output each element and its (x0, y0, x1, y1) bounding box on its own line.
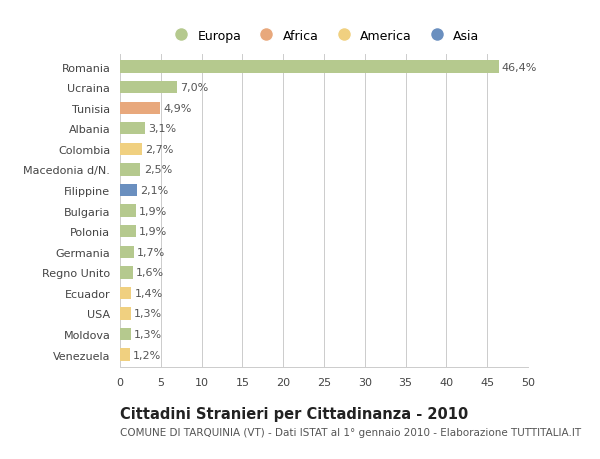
Text: 1,3%: 1,3% (134, 330, 162, 339)
Bar (120, 225, 136, 238)
Text: 2,1%: 2,1% (140, 185, 169, 196)
Bar (120, 287, 131, 299)
Bar (120, 143, 142, 156)
Text: 1,9%: 1,9% (139, 206, 167, 216)
Text: 7,0%: 7,0% (181, 83, 209, 93)
Text: Cittadini Stranieri per Cittadinanza - 2010: Cittadini Stranieri per Cittadinanza - 2… (120, 406, 468, 421)
Bar (120, 349, 130, 361)
Bar (120, 205, 136, 217)
Text: 1,6%: 1,6% (136, 268, 164, 278)
Bar (120, 82, 177, 94)
Bar (120, 246, 134, 258)
Text: 1,7%: 1,7% (137, 247, 166, 257)
Text: COMUNE DI TARQUINIA (VT) - Dati ISTAT al 1° gennaio 2010 - Elaborazione TUTTITAL: COMUNE DI TARQUINIA (VT) - Dati ISTAT al… (120, 427, 581, 437)
Text: 1,4%: 1,4% (134, 288, 163, 298)
Bar (120, 308, 131, 320)
Bar (120, 328, 131, 341)
Text: 46,4%: 46,4% (502, 62, 537, 73)
Bar (120, 123, 145, 135)
Text: 1,2%: 1,2% (133, 350, 161, 360)
Text: 4,9%: 4,9% (163, 103, 191, 113)
Bar (120, 102, 160, 115)
Bar (120, 61, 499, 73)
Text: 2,5%: 2,5% (143, 165, 172, 175)
Legend: Europa, Africa, America, Asia: Europa, Africa, America, Asia (169, 30, 479, 43)
Bar (120, 185, 137, 197)
Text: 2,7%: 2,7% (145, 145, 173, 155)
Text: 1,9%: 1,9% (139, 227, 167, 237)
Bar (120, 267, 133, 279)
Text: 3,1%: 3,1% (149, 124, 176, 134)
Bar (120, 164, 140, 176)
Text: 1,3%: 1,3% (134, 309, 162, 319)
